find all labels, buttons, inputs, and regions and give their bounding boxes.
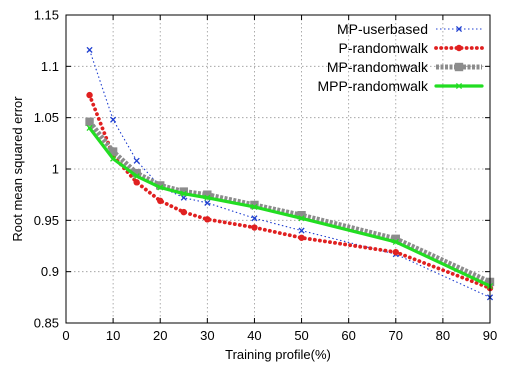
axis-ticks: 0 10 20 30 40 50 60 70 80 90 0.85 0.9 0.95 1 1.05 1.1 1.… [34, 8, 498, 344]
y-tick-label: 1 [52, 162, 59, 177]
series-mp-userbased [86, 46, 494, 301]
legend-marker [455, 44, 463, 52]
data-point [203, 190, 212, 199]
data-point [157, 184, 164, 191]
data-point [110, 155, 117, 162]
x-tick-label: 50 [294, 328, 308, 343]
series-mp-randomwalk [85, 117, 495, 287]
legend-marker [455, 25, 463, 33]
data-point [156, 181, 165, 190]
x-tick-label: 80 [436, 328, 450, 343]
legend-marker [454, 62, 464, 72]
data-point [204, 199, 211, 206]
legend-marker [455, 82, 463, 90]
data-point [204, 216, 211, 223]
data-point [298, 234, 305, 241]
legend-entry: MPP-randomwalk [318, 78, 484, 94]
data-point [86, 124, 93, 131]
x-axis-title: Training profile(%) [225, 347, 331, 362]
data-point [392, 248, 399, 256]
data-point [250, 200, 259, 210]
data-point [251, 215, 258, 222]
legend-entry: P-randomwalk [339, 40, 484, 56]
data-point [297, 211, 306, 220]
y-tick-label: 1.05 [34, 110, 59, 125]
data-point [251, 203, 258, 211]
series-layer [85, 46, 495, 301]
x-tick-label: 10 [106, 328, 120, 343]
legend-entry: MP-userbased [337, 21, 482, 37]
data-point [298, 215, 305, 222]
data-point [86, 46, 93, 53]
data-point [85, 117, 94, 126]
data-point [110, 116, 117, 123]
legend-label: MPP-randomwalk [318, 78, 429, 94]
data-point [251, 224, 258, 231]
x-tick-label: 60 [341, 328, 355, 343]
series-line [87, 126, 492, 288]
data-point [132, 168, 141, 178]
x-tick-label: 30 [200, 328, 214, 343]
legend-entry: MP-randomwalk [327, 59, 482, 75]
series-line [89, 49, 491, 298]
data-point [133, 157, 140, 164]
y-tick-label: 1.1 [41, 59, 59, 74]
x-tick-label: 20 [153, 328, 167, 343]
data-point [204, 194, 211, 201]
data-point [180, 190, 187, 197]
series-line [87, 120, 492, 285]
data-point [157, 197, 164, 205]
series-mpp-randomwalk [86, 124, 494, 290]
x-tick-label: 90 [483, 328, 497, 343]
series-p-randomwalk [86, 91, 494, 292]
data-point [133, 173, 140, 180]
data-point [391, 234, 400, 244]
y-tick-label: 0.9 [41, 264, 59, 279]
y-tick-label: 0.85 [34, 316, 59, 331]
data-point [180, 208, 187, 216]
data-point [179, 187, 188, 196]
y-axis-title: Root mean squared error [10, 96, 25, 242]
data-point [133, 179, 140, 186]
data-point [108, 147, 118, 156]
y-tick-label: 0.95 [34, 213, 59, 228]
y-tick-label: 1.15 [34, 8, 59, 23]
legend-label: MP-randomwalk [327, 59, 429, 75]
x-tick-label: 0 [62, 328, 69, 343]
legend: MP-userbased P-randomwalk MP-randomwalk MPP… [318, 21, 484, 94]
legend-label: P-randomwalk [339, 40, 429, 56]
data-point [298, 227, 305, 234]
legend-label: MP-userbased [337, 21, 428, 37]
data-point [392, 238, 399, 245]
x-tick-label: 40 [247, 328, 261, 343]
data-point [86, 91, 93, 99]
x-tick-label: 70 [389, 328, 403, 343]
